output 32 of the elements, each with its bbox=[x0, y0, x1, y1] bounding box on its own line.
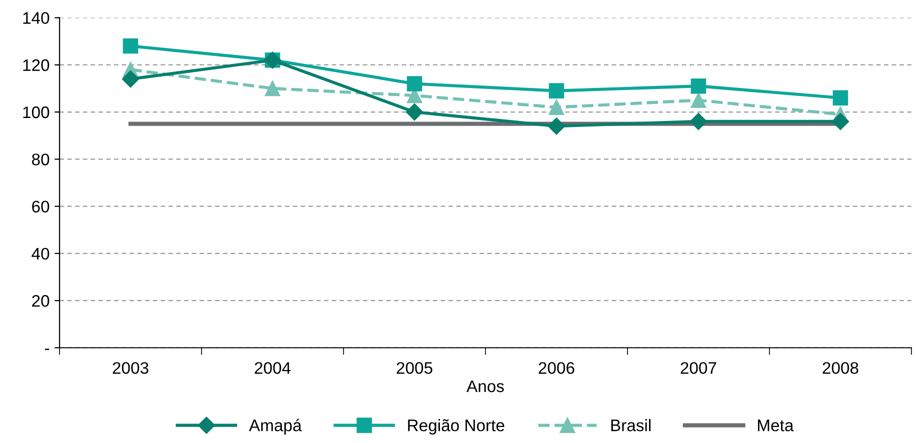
legend-label: Brasil bbox=[611, 419, 651, 432]
y-tick-label: - bbox=[45, 348, 50, 350]
x-tick-label: 2003 bbox=[112, 362, 148, 374]
point bbox=[832, 90, 848, 106]
point bbox=[548, 100, 564, 115]
x-axis-title: Anos bbox=[466, 380, 504, 392]
x-tick-label: 2007 bbox=[680, 362, 716, 374]
point bbox=[690, 78, 706, 94]
y-tick-label: 60 bbox=[32, 200, 50, 213]
point bbox=[832, 112, 849, 130]
y-tick-label: 140 bbox=[23, 12, 50, 24]
point bbox=[548, 118, 566, 135]
y-tick-label: 40 bbox=[32, 248, 50, 260]
legend-label: Meta bbox=[758, 420, 794, 432]
legend-label: Região Norte bbox=[408, 419, 504, 435]
point bbox=[122, 70, 140, 88]
legend-label: Amapá bbox=[248, 418, 302, 435]
point bbox=[690, 92, 706, 108]
x-tick-label: 2004 bbox=[254, 362, 291, 374]
point bbox=[264, 80, 280, 96]
x-tick-label: 2008 bbox=[822, 362, 858, 374]
y-tick-label: 100 bbox=[23, 106, 50, 118]
y-tick-label: 120 bbox=[23, 59, 50, 72]
x-tick-label: 2005 bbox=[396, 362, 432, 374]
point bbox=[122, 38, 138, 54]
point bbox=[548, 83, 564, 98]
point bbox=[406, 103, 424, 121]
point bbox=[690, 112, 707, 130]
point bbox=[406, 76, 422, 92]
y-tick-label: 20 bbox=[32, 295, 50, 307]
x-tick-label: 2006 bbox=[538, 362, 574, 374]
y-tick-label: 80 bbox=[32, 154, 50, 166]
